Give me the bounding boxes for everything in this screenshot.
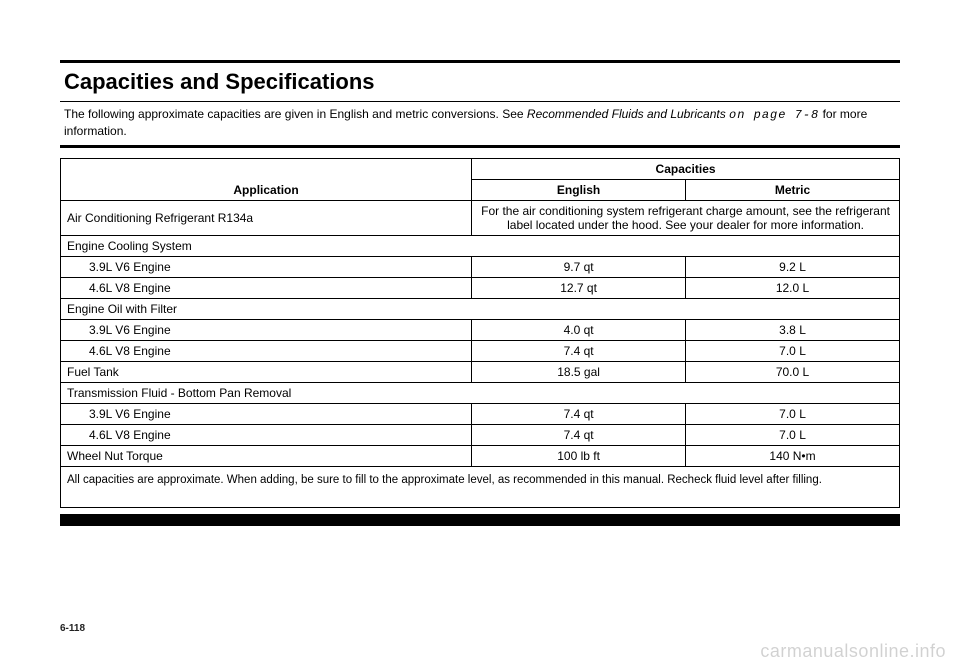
- table-row: 4.6L V8 Engine 12.7 qt 12.0 L: [61, 278, 900, 299]
- cell-met: 12.0 L: [686, 278, 900, 299]
- table-row: 3.9L V6 Engine 4.0 qt 3.8 L: [61, 320, 900, 341]
- intro-page-ref: on page 7-8: [729, 108, 819, 122]
- col-metric: Metric: [686, 180, 900, 201]
- bottom-bar: [60, 514, 900, 526]
- table-row: Engine Oil with Filter: [61, 299, 900, 320]
- table-footnote: All capacities are approximate. When add…: [60, 467, 900, 508]
- table-row: Transmission Fluid - Bottom Pan Removal: [61, 383, 900, 404]
- cell-eng: 7.4 qt: [472, 425, 686, 446]
- table-row: 3.9L V6 Engine 7.4 qt 7.0 L: [61, 404, 900, 425]
- cell-app: 4.6L V8 Engine: [61, 278, 472, 299]
- intro-text: The following approximate capacities are…: [60, 102, 900, 148]
- cell-met: 7.0 L: [686, 404, 900, 425]
- table-row: Air Conditioning Refrigerant R134a For t…: [61, 201, 900, 236]
- cell-app: 3.9L V6 Engine: [61, 257, 472, 278]
- cell-met: 9.2 L: [686, 257, 900, 278]
- cell-eng: 9.7 qt: [472, 257, 686, 278]
- cell-app: 4.6L V8 Engine: [61, 425, 472, 446]
- cell-app: 3.9L V6 Engine: [61, 404, 472, 425]
- col-english: English: [472, 180, 686, 201]
- table-row: 3.9L V6 Engine 9.7 qt 9.2 L: [61, 257, 900, 278]
- table-row: Wheel Nut Torque 100 lb ft 140 N•m: [61, 446, 900, 467]
- cell-section: Engine Oil with Filter: [61, 299, 900, 320]
- capacities-table: Application Capacities English Metric Ai…: [60, 158, 900, 467]
- cell-app: 3.9L V6 Engine: [61, 320, 472, 341]
- cell-eng: 7.4 qt: [472, 341, 686, 362]
- table-row: 4.6L V8 Engine 7.4 qt 7.0 L: [61, 425, 900, 446]
- capacities-table-wrap: Application Capacities English Metric Ai…: [60, 158, 900, 508]
- page-number: 6-118: [60, 623, 85, 634]
- col-application: Application: [61, 159, 472, 201]
- cell-app: Air Conditioning Refrigerant R134a: [61, 201, 472, 236]
- cell-section: Transmission Fluid - Bottom Pan Removal: [61, 383, 900, 404]
- header-row-1: Application Capacities: [61, 159, 900, 180]
- intro-italic: Recommended Fluids and Lubricants: [527, 107, 729, 121]
- col-capacities: Capacities: [472, 159, 900, 180]
- cell-eng: 7.4 qt: [472, 404, 686, 425]
- table-row: 4.6L V8 Engine 7.4 qt 7.0 L: [61, 341, 900, 362]
- cell-met: 7.0 L: [686, 425, 900, 446]
- cell-app: Fuel Tank: [61, 362, 472, 383]
- cell-eng: 100 lb ft: [472, 446, 686, 467]
- cell-met: 7.0 L: [686, 341, 900, 362]
- cell-app: Wheel Nut Torque: [61, 446, 472, 467]
- cell-met: 3.8 L: [686, 320, 900, 341]
- cell-app: 4.6L V8 Engine: [61, 341, 472, 362]
- cell-section: Engine Cooling System: [61, 236, 900, 257]
- page-title: Capacities and Specifications: [64, 69, 375, 94]
- cell-note: For the air conditioning system refriger…: [472, 201, 900, 236]
- cell-eng: 12.7 qt: [472, 278, 686, 299]
- cell-met: 70.0 L: [686, 362, 900, 383]
- cell-eng: 18.5 gal: [472, 362, 686, 383]
- table-row: Fuel Tank 18.5 gal 70.0 L: [61, 362, 900, 383]
- watermark: carmanualsonline.info: [760, 641, 946, 662]
- intro-pre: The following approximate capacities are…: [64, 107, 527, 121]
- cell-eng: 4.0 qt: [472, 320, 686, 341]
- table-row: Engine Cooling System: [61, 236, 900, 257]
- title-bar: Capacities and Specifications: [60, 60, 900, 102]
- cell-met: 140 N•m: [686, 446, 900, 467]
